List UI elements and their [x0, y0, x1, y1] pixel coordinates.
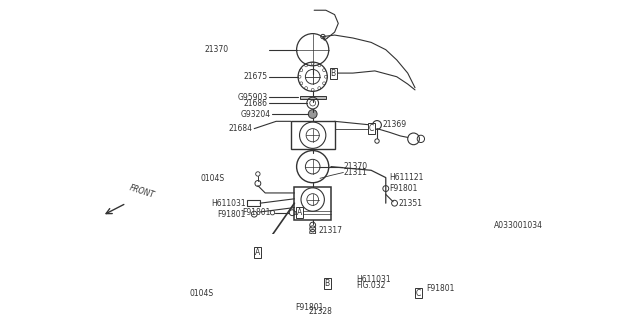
Bar: [247, 200, 260, 206]
Text: 0104S: 0104S: [190, 289, 214, 298]
Text: A: A: [255, 248, 260, 257]
Text: F91801: F91801: [426, 284, 454, 293]
Text: G93204: G93204: [241, 109, 271, 118]
Text: B: B: [331, 68, 336, 77]
Text: F91801: F91801: [243, 208, 271, 217]
Circle shape: [308, 110, 317, 118]
Text: 21684: 21684: [228, 124, 253, 133]
Text: H611121: H611121: [389, 173, 424, 182]
Bar: [291, 121, 335, 149]
Text: 21311: 21311: [344, 168, 367, 177]
Text: 21675: 21675: [243, 72, 268, 81]
Text: 21369: 21369: [383, 120, 407, 130]
Text: 21370: 21370: [205, 45, 228, 54]
Text: F91801: F91801: [217, 210, 246, 219]
Text: 21686: 21686: [243, 99, 268, 108]
Text: G95903: G95903: [237, 93, 268, 102]
Text: FIG.032: FIG.032: [356, 281, 386, 290]
Text: F91801: F91801: [389, 184, 418, 193]
Text: FRONT: FRONT: [129, 184, 156, 200]
Text: C: C: [416, 289, 421, 298]
Text: 0104S: 0104S: [201, 174, 225, 183]
Text: A: A: [297, 208, 302, 217]
Text: H611031: H611031: [211, 199, 246, 208]
Bar: [294, 187, 331, 220]
Text: 21370: 21370: [344, 162, 367, 171]
Text: F91801: F91801: [295, 303, 323, 312]
Bar: [300, 96, 326, 100]
Text: 21328: 21328: [308, 307, 332, 316]
Text: A033001034: A033001034: [494, 221, 543, 230]
Text: B: B: [324, 279, 330, 288]
Text: C: C: [369, 124, 374, 133]
Text: H611031: H611031: [356, 275, 391, 284]
Text: 21317: 21317: [319, 227, 342, 236]
Text: 21351: 21351: [399, 199, 423, 208]
